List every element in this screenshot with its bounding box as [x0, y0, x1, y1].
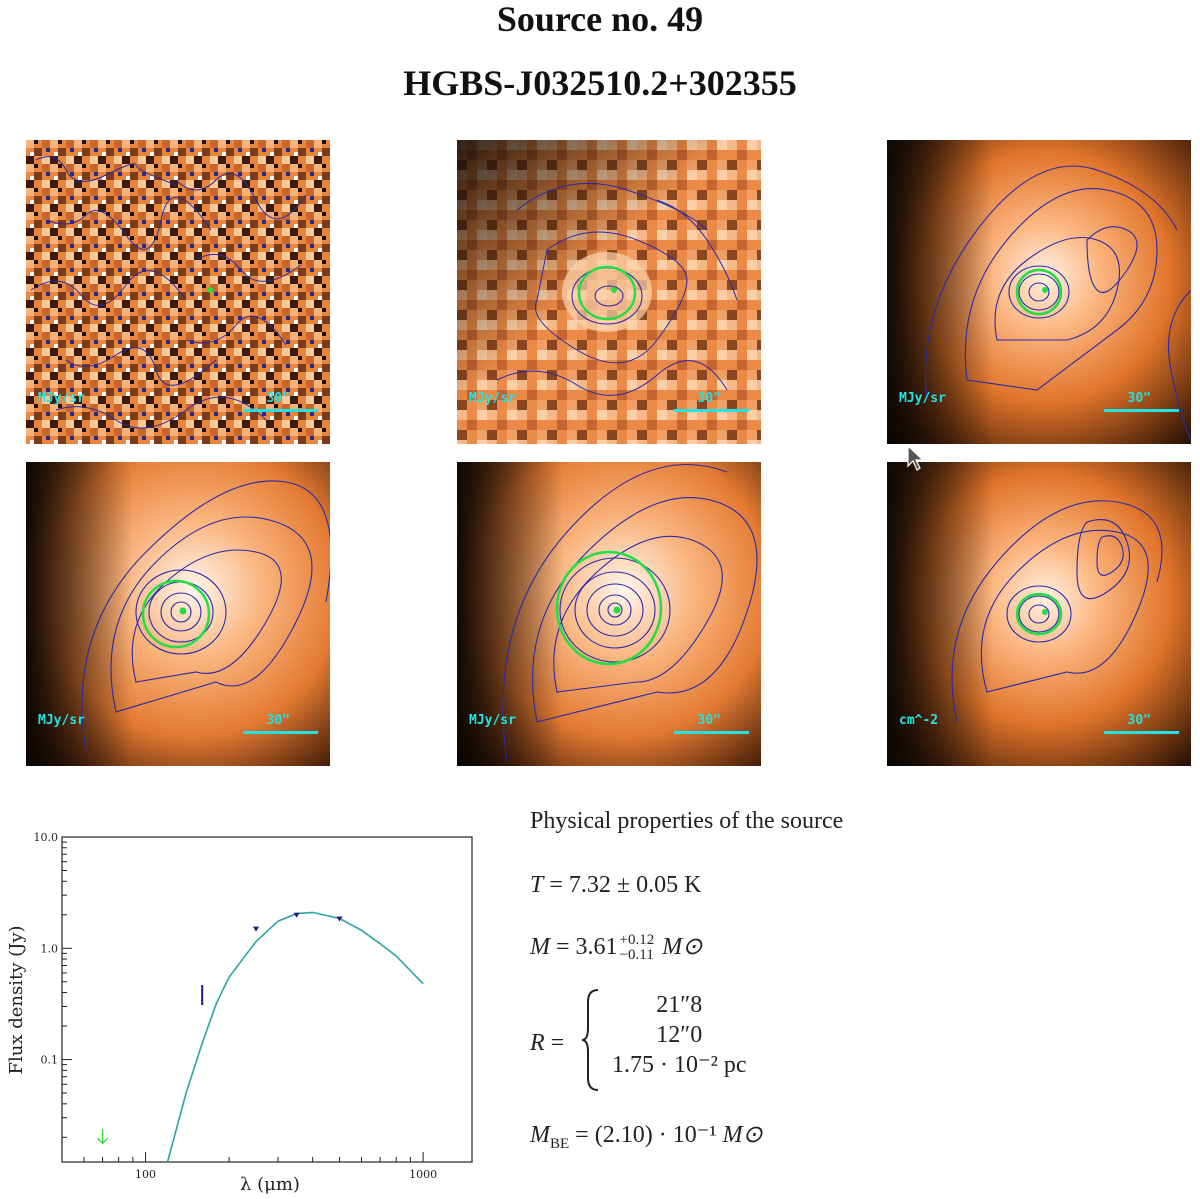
data-point	[253, 926, 260, 932]
scale-label: 30"	[697, 713, 721, 728]
x-tick-label: 1000	[409, 1168, 437, 1181]
map-panel-3: MJy/sr 30"	[887, 140, 1191, 444]
mass-plus-error: +0.12	[619, 932, 655, 949]
y-tick-label: 0.1	[41, 1054, 59, 1067]
data-point	[293, 912, 300, 918]
sed-chart: 10.0 1.0 0.1 100 1000 Flux density (Jy) λ (μ…	[6, 831, 473, 1195]
be-mass-value: (2.10) · 10⁻¹	[594, 1122, 717, 1148]
scale-bar	[674, 409, 749, 412]
mass-minus-error: −0.11	[619, 947, 654, 964]
scale-bar	[674, 731, 749, 734]
model-sed-curve	[166, 911, 424, 1163]
map-panel-4: MJy/sr 30"	[26, 462, 330, 766]
unit-label: MJy/sr	[38, 391, 85, 406]
temperature-line: T = 7.32 ± 0.05 K	[530, 872, 702, 898]
y-tick-label: 1.0	[41, 942, 59, 955]
upper-limit-arrow	[97, 1129, 109, 1145]
mass-line: M = 3.61 +0.12 −0.11 M⊙	[530, 932, 703, 964]
physical-properties: Physical properties of the source T = 7.…	[530, 808, 1170, 1188]
radius-line: R =	[530, 1030, 565, 1056]
unit-label: cm^-2	[899, 713, 939, 728]
mass-symbol: M	[530, 934, 550, 960]
scale-label: 30"	[1127, 713, 1151, 728]
scale-label: 30"	[266, 713, 290, 728]
map-image-5	[457, 462, 761, 766]
scale-bar	[243, 409, 318, 412]
y-axis-label: Flux density (Jy)	[6, 925, 27, 1074]
unit-label: MJy/sr	[899, 391, 946, 406]
be-mass-symbol: M	[530, 1122, 550, 1148]
mouse-cursor-icon	[907, 444, 925, 471]
map-image-3	[887, 140, 1191, 444]
radius-symbol: R	[530, 1030, 545, 1056]
map-panel-1: MJy/sr 30"	[26, 140, 330, 444]
mass-value: 3.61	[575, 934, 618, 960]
map-panel-2: MJy/sr 30"	[457, 140, 761, 444]
source-id: HGBS-J032510.2+302355	[403, 63, 797, 103]
source-title: Source no. 49	[496, 0, 704, 39]
scale-bar	[1104, 409, 1179, 412]
map-panel-6: cm^-2 30"	[887, 462, 1191, 766]
unit-label: MJy/sr	[38, 713, 85, 728]
scale-label: 30"	[1127, 391, 1151, 406]
map-image-2	[457, 140, 761, 444]
radius-arcsec-2: 12″0	[656, 1022, 703, 1048]
temperature-value: 7.32 ± 0.05 K	[568, 872, 702, 898]
x-tick-label: 100	[135, 1168, 156, 1181]
data-point	[336, 916, 343, 922]
radius-pc: 1.75 · 10⁻² pc	[612, 1052, 747, 1078]
temperature-symbol: T	[530, 872, 544, 898]
map-image-6	[887, 462, 1191, 766]
scale-bar	[1104, 731, 1179, 734]
unit-label: MJy/sr	[469, 391, 516, 406]
radius-brace	[581, 989, 599, 1091]
properties-heading: Physical properties of the source	[530, 808, 844, 834]
map-image-1	[26, 140, 330, 444]
plot-frame	[61, 836, 473, 1163]
scale-bar	[243, 731, 318, 734]
radius-values: 21″8 12″0 1.75 · 10⁻² pc	[612, 990, 747, 1080]
x-axis-label: λ (μm)	[240, 1174, 300, 1195]
radius-arcsec-1: 21″8	[656, 992, 703, 1018]
scale-label: 30"	[697, 391, 721, 406]
scale-label: 30"	[266, 391, 290, 406]
y-tick-label: 10.0	[34, 831, 59, 844]
map-panel-5: MJy/sr 30"	[457, 462, 761, 766]
be-mass-subscript: BE	[550, 1135, 570, 1152]
be-mass-line: MBE = (2.10) · 10⁻¹ M⊙	[530, 1122, 763, 1152]
unit-label: MJy/sr	[469, 713, 516, 728]
mass-unit: M⊙	[662, 934, 703, 960]
map-image-4	[26, 462, 330, 766]
be-mass-unit: M⊙	[722, 1122, 763, 1148]
